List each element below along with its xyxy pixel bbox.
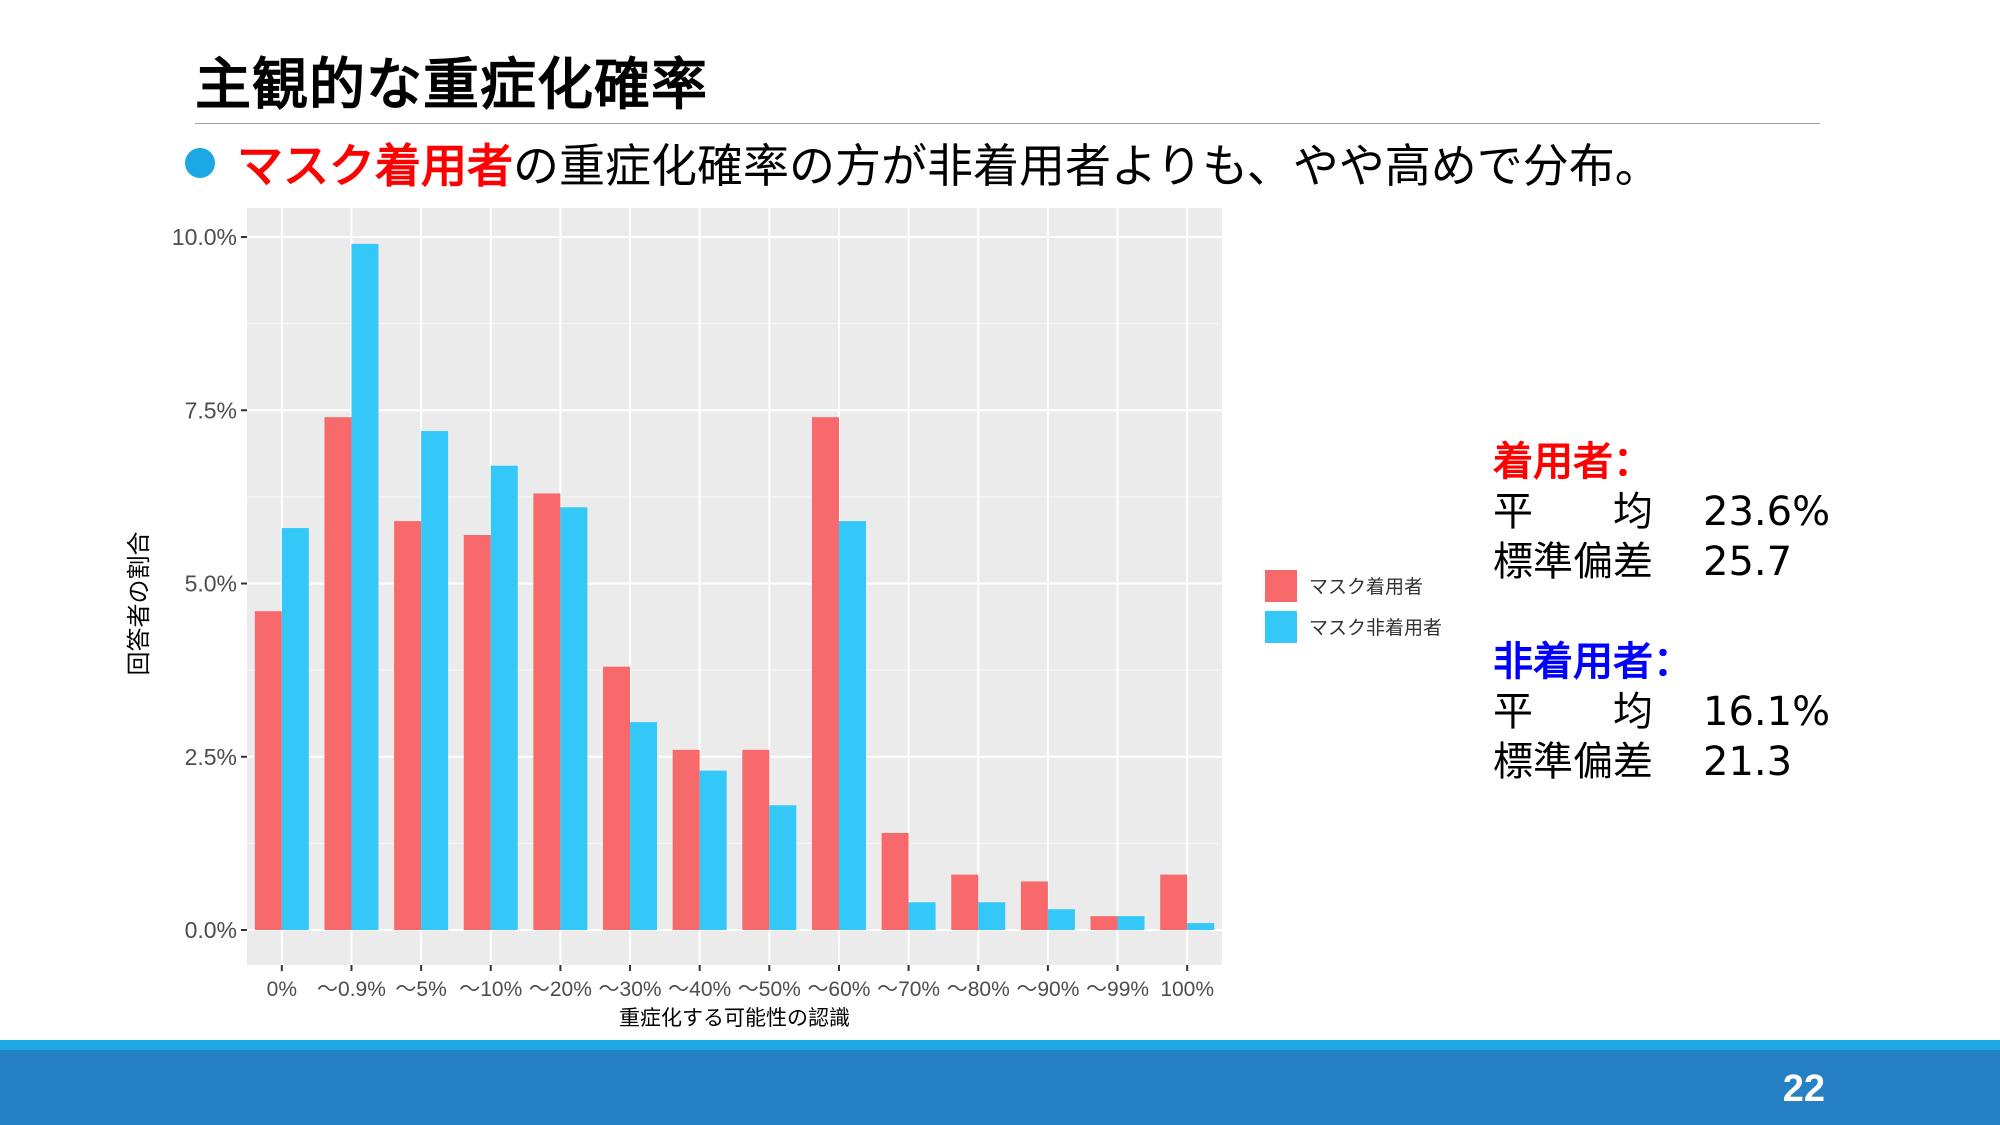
bar-nonwearer bbox=[1117, 916, 1145, 930]
legend-label: マスク非着用者 bbox=[1309, 617, 1442, 639]
bar-wearer bbox=[742, 749, 770, 930]
x-tick-label: 〜5% bbox=[395, 978, 446, 1001]
bar-wearer bbox=[1160, 874, 1188, 930]
footer-accent-line bbox=[0, 1040, 2000, 1050]
bar-nonwearer bbox=[838, 521, 866, 930]
wearer-mean-value: 23.6% bbox=[1703, 489, 1831, 535]
bar-nonwearer bbox=[908, 902, 936, 930]
footer-bar bbox=[0, 1050, 2000, 1125]
bar-nonwearer bbox=[1047, 909, 1075, 930]
y-tick-label: 0.0% bbox=[185, 917, 237, 943]
nonwearer-mean-label: 平 均 bbox=[1493, 689, 1653, 735]
bar-nonwearer bbox=[978, 902, 1006, 930]
x-tick-label: 〜40% bbox=[668, 978, 731, 1001]
legend-label: マスク着用者 bbox=[1309, 576, 1423, 598]
bar-wearer bbox=[603, 666, 631, 930]
wearer-sd-value: 25.7 bbox=[1703, 539, 1793, 585]
legend-swatch bbox=[1265, 611, 1297, 643]
page-number: 22 bbox=[1782, 1068, 1825, 1110]
bullet-emphasis: マスク着用者 bbox=[237, 139, 513, 193]
slide-title: 主観的な重症化確率 bbox=[195, 53, 708, 118]
y-tick-label: 7.5% bbox=[185, 397, 237, 423]
x-tick-label: 100% bbox=[1160, 978, 1214, 1001]
bar-wearer bbox=[672, 749, 700, 930]
bar-wearer bbox=[463, 534, 491, 930]
nonwearer-stats-header: 非着用者： bbox=[1493, 639, 1693, 685]
nonwearer-stats: 非着用者： 平 均 16.1% 標準偏差 21.3 bbox=[1493, 637, 1830, 787]
x-tick-label: 〜20% bbox=[529, 978, 592, 1001]
x-axis-label: 重症化する可能性の認識 bbox=[619, 1007, 850, 1030]
bar-nonwearer bbox=[351, 243, 379, 930]
bar-wearer bbox=[533, 493, 561, 930]
y-tick-label: 2.5% bbox=[185, 744, 237, 770]
bullet-text: の重症化確率の方が非着用者よりも、やや高めで分布。 bbox=[513, 139, 1661, 193]
title-divider bbox=[195, 123, 1820, 124]
wearer-stats: 着用者： 平 均 23.6% 標準偏差 25.7 bbox=[1493, 437, 1830, 587]
bar-nonwearer bbox=[560, 507, 588, 930]
bar-wearer bbox=[324, 417, 352, 930]
bar-nonwearer bbox=[421, 431, 449, 930]
x-tick-label: 〜99% bbox=[1086, 978, 1149, 1001]
x-tick-label: 0% bbox=[267, 978, 297, 1001]
bar-nonwearer bbox=[1187, 923, 1215, 930]
bar-wearer bbox=[1020, 881, 1048, 930]
bullet-point: マスク着用者 の重症化確率の方が非着用者よりも、やや高めで分布。 bbox=[185, 128, 1661, 198]
bar-wearer bbox=[1090, 916, 1118, 930]
nonwearer-mean-value: 16.1% bbox=[1703, 689, 1831, 735]
bar-wearer bbox=[811, 417, 839, 930]
bar-nonwearer bbox=[281, 528, 309, 930]
x-tick-label: 〜90% bbox=[1016, 978, 1079, 1001]
bar-chart: 0.0% 2.5% 5.0% 7.5% 10.0% 0% 〜0.9% 〜5% 〜10% 〜20% 〜… bbox=[126, 208, 1442, 1030]
bar-nonwearer bbox=[490, 465, 518, 930]
bar-wearer bbox=[254, 611, 282, 930]
plot-panel bbox=[247, 208, 1222, 965]
y-tick-label: 5.0% bbox=[185, 571, 237, 597]
bar-nonwearer bbox=[630, 722, 658, 930]
x-tick-label: 〜10% bbox=[459, 978, 522, 1001]
bar-nonwearer bbox=[769, 805, 797, 930]
bar-wearer bbox=[881, 832, 909, 930]
x-tick-label: 〜80% bbox=[947, 978, 1010, 1001]
x-tick-label: 〜70% bbox=[877, 978, 940, 1001]
bullet-dot-icon bbox=[185, 148, 215, 178]
y-axis-label: 回答者の割合 bbox=[126, 532, 153, 676]
y-tick-label: 10.0% bbox=[172, 224, 237, 250]
x-tick-label: 〜60% bbox=[807, 978, 870, 1001]
bar-nonwearer bbox=[699, 770, 727, 930]
x-tick-label: 〜0.9% bbox=[317, 978, 386, 1001]
wearer-sd-label: 標準偏差 bbox=[1493, 539, 1653, 585]
x-tick-label: 〜50% bbox=[738, 978, 801, 1001]
x-tick-label: 〜30% bbox=[599, 978, 662, 1001]
wearer-stats-header: 着用者： bbox=[1493, 439, 1653, 485]
wearer-mean-label: 平 均 bbox=[1493, 489, 1653, 535]
bar-wearer bbox=[951, 874, 979, 930]
nonwearer-sd-value: 21.3 bbox=[1703, 739, 1793, 785]
nonwearer-sd-label: 標準偏差 bbox=[1493, 739, 1653, 785]
legend-swatch bbox=[1265, 570, 1297, 602]
bar-wearer bbox=[394, 521, 422, 930]
